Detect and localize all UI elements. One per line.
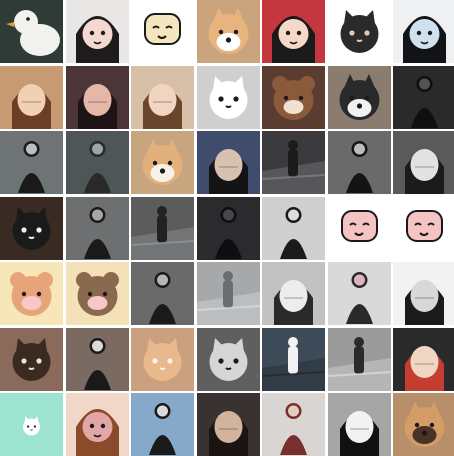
duck-photo	[0, 0, 63, 63]
grid-tile[interactable]	[393, 0, 454, 63]
grid-tile[interactable]	[131, 196, 194, 260]
cat-hug-photo	[0, 196, 63, 260]
grid-tile[interactable]	[393, 131, 454, 194]
cartoon-chef-doodle	[131, 0, 194, 63]
hood-dark-photo	[196, 196, 260, 260]
grid-tile[interactable]	[196, 262, 260, 325]
grid-tile[interactable]	[0, 262, 63, 325]
face-doodle	[393, 196, 454, 260]
sit-street-photo	[65, 196, 129, 260]
grid-tile[interactable]	[393, 393, 454, 456]
grid-tile[interactable]	[131, 0, 194, 63]
grid-tile[interactable]	[262, 65, 325, 129]
grid-tile[interactable]	[65, 131, 129, 194]
grid-tile[interactable]	[262, 393, 325, 456]
grid-tile[interactable]	[262, 262, 325, 325]
hand-face-photo	[327, 393, 391, 456]
grid-tile[interactable]	[131, 262, 194, 325]
grid-tile[interactable]	[196, 393, 260, 456]
grid-tile[interactable]	[131, 327, 194, 391]
mint-cat-sticker	[0, 393, 63, 456]
grid-tile[interactable]	[65, 0, 129, 63]
grid-tile[interactable]	[393, 262, 454, 325]
grid-tile[interactable]	[327, 0, 391, 63]
bear-cartoon-pink	[0, 262, 63, 325]
profile-gray-photo	[262, 262, 325, 325]
girl-dark-photo	[65, 65, 129, 129]
grid-tile[interactable]	[196, 131, 260, 194]
grid-tile[interactable]	[0, 327, 63, 391]
bed-girl-photo	[327, 262, 391, 325]
grid-tile[interactable]	[262, 327, 325, 391]
grid-tile[interactable]	[196, 65, 260, 129]
husky-photo	[327, 65, 391, 129]
plaid-boy-photo	[262, 393, 325, 456]
tree-mono-photo	[327, 327, 391, 391]
sky-girl-photo	[131, 393, 194, 456]
puff-cat-photo	[131, 327, 194, 391]
grid-tile[interactable]	[393, 196, 454, 260]
black-hoodie-photo	[393, 65, 454, 129]
grid-tile[interactable]	[0, 65, 63, 129]
girl-braids-photo	[131, 65, 194, 129]
grid-tile[interactable]	[65, 327, 129, 391]
coast-walk-photo	[262, 327, 325, 391]
bear-cartoon-hood	[65, 262, 129, 325]
grid-tile[interactable]	[131, 131, 194, 194]
squat-photo	[131, 262, 194, 325]
anime-girl-illustration	[65, 0, 129, 63]
grid-tile[interactable]	[327, 131, 391, 194]
grid-tile[interactable]	[196, 327, 260, 391]
white-cat-cartoon	[196, 65, 260, 129]
girl-glasses-photo	[0, 65, 63, 129]
boy-anime-illustration	[393, 0, 454, 63]
sea-mood-photo	[65, 131, 129, 194]
bear-plush-photo	[262, 65, 325, 129]
grid-tile[interactable]	[327, 262, 391, 325]
grid-tile[interactable]	[327, 393, 391, 456]
grid-tile[interactable]	[262, 0, 325, 63]
dark-dress-photo	[327, 131, 391, 194]
grid-tile[interactable]	[0, 131, 63, 194]
tabby-cat-bw	[196, 327, 260, 391]
grid-tile[interactable]	[65, 196, 129, 260]
shiba-mask-photo	[393, 393, 454, 456]
fruit-face-photo	[393, 327, 454, 391]
wavy-hair-photo	[196, 393, 260, 456]
grid-tile[interactable]	[0, 393, 63, 456]
grid-tile[interactable]	[327, 196, 391, 260]
fence-girl-photo	[65, 327, 129, 391]
cat-cartoon-doodle	[327, 0, 391, 63]
rabbit-doodle	[327, 196, 391, 260]
corgi-blanket-photo	[131, 131, 194, 194]
grid-tile[interactable]	[393, 327, 454, 391]
grid-tile[interactable]	[65, 393, 129, 456]
grid-tile[interactable]	[196, 0, 260, 63]
grid-tile[interactable]	[393, 65, 454, 129]
street-outfit-photo	[0, 131, 63, 194]
grid-tile[interactable]	[0, 0, 63, 63]
grid-tile[interactable]	[262, 131, 325, 194]
grid-tile[interactable]	[196, 196, 260, 260]
shiba-dog-photo	[196, 0, 260, 63]
building-photo	[196, 262, 260, 325]
alley-photo	[131, 196, 194, 260]
raccoon-cat-photo	[0, 327, 63, 391]
grid-tile[interactable]	[0, 196, 63, 260]
girl-cartoon-red	[262, 0, 325, 63]
cap-girl-photo	[196, 131, 260, 194]
grid-tile[interactable]	[327, 327, 391, 391]
boy-sketch-photo	[393, 262, 454, 325]
grid-tile[interactable]	[131, 393, 194, 456]
grid-tile[interactable]	[131, 65, 194, 129]
sit-floor-photo	[262, 196, 325, 260]
floral-girl-illustration	[65, 393, 129, 456]
mono-portrait-photo	[393, 131, 454, 194]
road-walk-photo	[262, 131, 325, 194]
grid-tile[interactable]	[262, 196, 325, 260]
grid-tile[interactable]	[65, 65, 129, 129]
grid-tile[interactable]	[327, 65, 391, 129]
grid-tile[interactable]	[65, 262, 129, 325]
